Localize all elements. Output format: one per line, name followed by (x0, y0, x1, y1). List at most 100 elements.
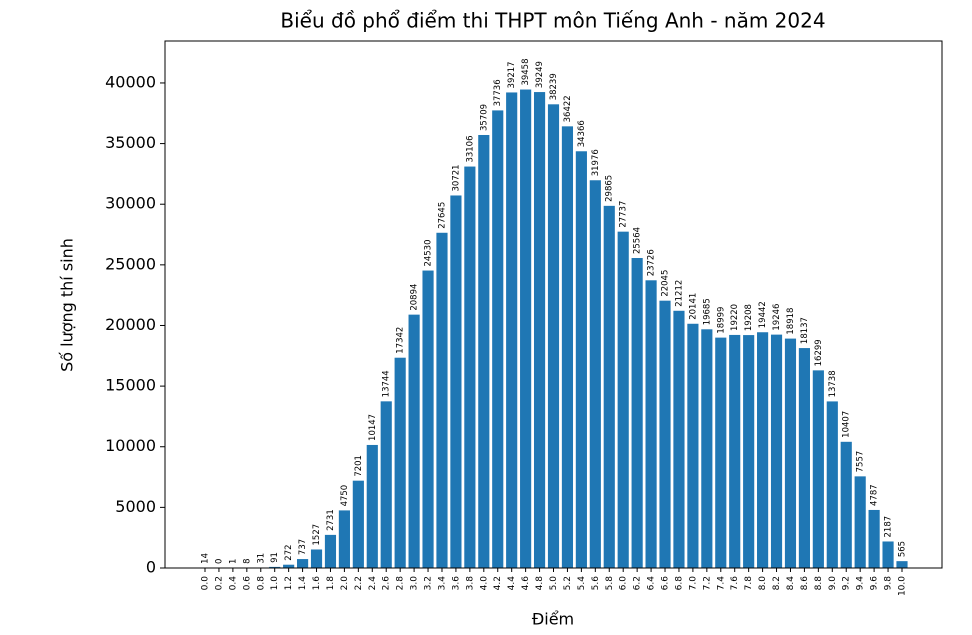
x-tick-label: 2.0 (340, 576, 350, 591)
x-tick-label: 2.4 (368, 576, 378, 591)
y-tick-label: 25000 (105, 254, 156, 273)
data-label: 14 (201, 553, 211, 564)
x-tick-label: 5.8 (605, 576, 615, 591)
data-label: 17342 (396, 327, 406, 354)
y-axis-label: Số lượng thí sinh (58, 238, 77, 372)
data-label: 25564 (633, 227, 643, 254)
data-label: 34366 (577, 120, 587, 147)
x-tick-label: 1.6 (312, 576, 322, 591)
y-tick-label: 10000 (105, 436, 156, 455)
bar (338, 510, 350, 568)
data-label: 18999 (716, 307, 726, 334)
x-tick-label: 3.0 (410, 576, 420, 591)
data-label: 27645 (437, 202, 447, 229)
data-label: 39249 (535, 61, 545, 88)
y-tick-label: 30000 (105, 194, 156, 213)
bar (478, 134, 490, 568)
bar (352, 480, 364, 568)
x-tick-label: 1.2 (284, 576, 294, 590)
x-tick-label: 3.8 (465, 576, 475, 591)
x-tick-label: 0.8 (256, 576, 266, 591)
data-label: 18918 (786, 308, 796, 335)
x-tick-label: 0.6 (242, 576, 252, 591)
data-label: 19442 (758, 301, 768, 328)
bar (436, 232, 448, 568)
data-label: 19685 (702, 298, 712, 325)
bar (450, 195, 462, 568)
y-tick-label: 40000 (105, 72, 156, 91)
x-tick-label: 0.4 (228, 576, 238, 591)
bar (840, 441, 852, 568)
data-label: 91 (270, 552, 280, 563)
x-tick-label: 3.4 (437, 576, 447, 591)
bar (492, 110, 504, 568)
data-label: 33106 (465, 136, 475, 163)
bar (826, 401, 838, 568)
data-label: 2187 (884, 516, 894, 538)
data-label: 4787 (870, 484, 880, 506)
bar (617, 231, 629, 568)
data-label: 29865 (605, 175, 615, 202)
data-label: 13744 (382, 370, 392, 397)
bar (589, 180, 601, 569)
y-tick-label: 35000 (105, 133, 156, 152)
bar (561, 126, 574, 568)
data-label: 24530 (424, 240, 434, 267)
data-label: 18137 (800, 317, 810, 344)
x-tick-label: 1.0 (270, 576, 280, 591)
bar (659, 300, 671, 568)
data-label: 31 (256, 553, 266, 564)
bar (603, 205, 615, 568)
data-label: 1527 (312, 524, 322, 546)
bar (784, 338, 797, 568)
x-tick-label: 8.6 (800, 576, 810, 591)
y-tick-label: 20000 (105, 315, 156, 334)
x-tick-label: 5.2 (563, 576, 573, 590)
data-label: 23726 (647, 249, 657, 276)
bar (422, 270, 434, 568)
x-tick-label: 5.0 (549, 576, 559, 591)
bar (394, 357, 406, 568)
data-label: 37736 (493, 79, 503, 106)
data-label: 7557 (856, 451, 866, 473)
data-label: 19220 (730, 304, 740, 331)
x-tick-label: 6.0 (619, 576, 629, 591)
data-label: 27737 (619, 201, 629, 228)
data-label: 20141 (688, 293, 698, 320)
x-tick-label: 9.2 (842, 576, 852, 590)
bar (547, 104, 560, 568)
data-label: 19246 (772, 304, 782, 331)
x-tick-label: 10.0 (897, 576, 907, 596)
x-tick-label: 5.4 (577, 576, 587, 591)
bar (533, 92, 546, 568)
x-tick-label: 0.2 (214, 576, 224, 590)
y-tick-label: 0 (146, 558, 156, 577)
data-label: 10147 (368, 414, 378, 441)
x-tick-label: 9.6 (870, 576, 880, 591)
plot-frame (164, 40, 943, 569)
bar (310, 549, 323, 568)
x-tick-label: 1.4 (298, 576, 308, 591)
bar (297, 559, 309, 568)
bar (729, 334, 741, 568)
x-tick-label: 4.2 (493, 576, 503, 590)
x-tick-label: 6.2 (633, 576, 643, 590)
bar (701, 329, 713, 568)
x-tick-label: 3.2 (424, 576, 434, 590)
data-label: 4750 (340, 485, 350, 507)
bar (520, 89, 532, 568)
x-tick-label: 2.6 (382, 576, 392, 591)
x-tick-label: 9.0 (828, 576, 838, 591)
bar (408, 314, 420, 568)
bar (645, 280, 657, 568)
bar (812, 370, 824, 568)
bar (715, 337, 727, 568)
x-tick-label: 5.6 (591, 576, 601, 591)
data-label: 39458 (521, 58, 531, 85)
x-tick-label: 8.8 (814, 576, 824, 591)
data-label: 1 (228, 559, 238, 564)
chart-title: Biểu đồ phổ điểm thi THPT môn Tiếng Anh … (280, 9, 825, 33)
bar (366, 444, 378, 568)
bar (757, 332, 769, 568)
x-tick-label: 2.2 (354, 576, 364, 590)
